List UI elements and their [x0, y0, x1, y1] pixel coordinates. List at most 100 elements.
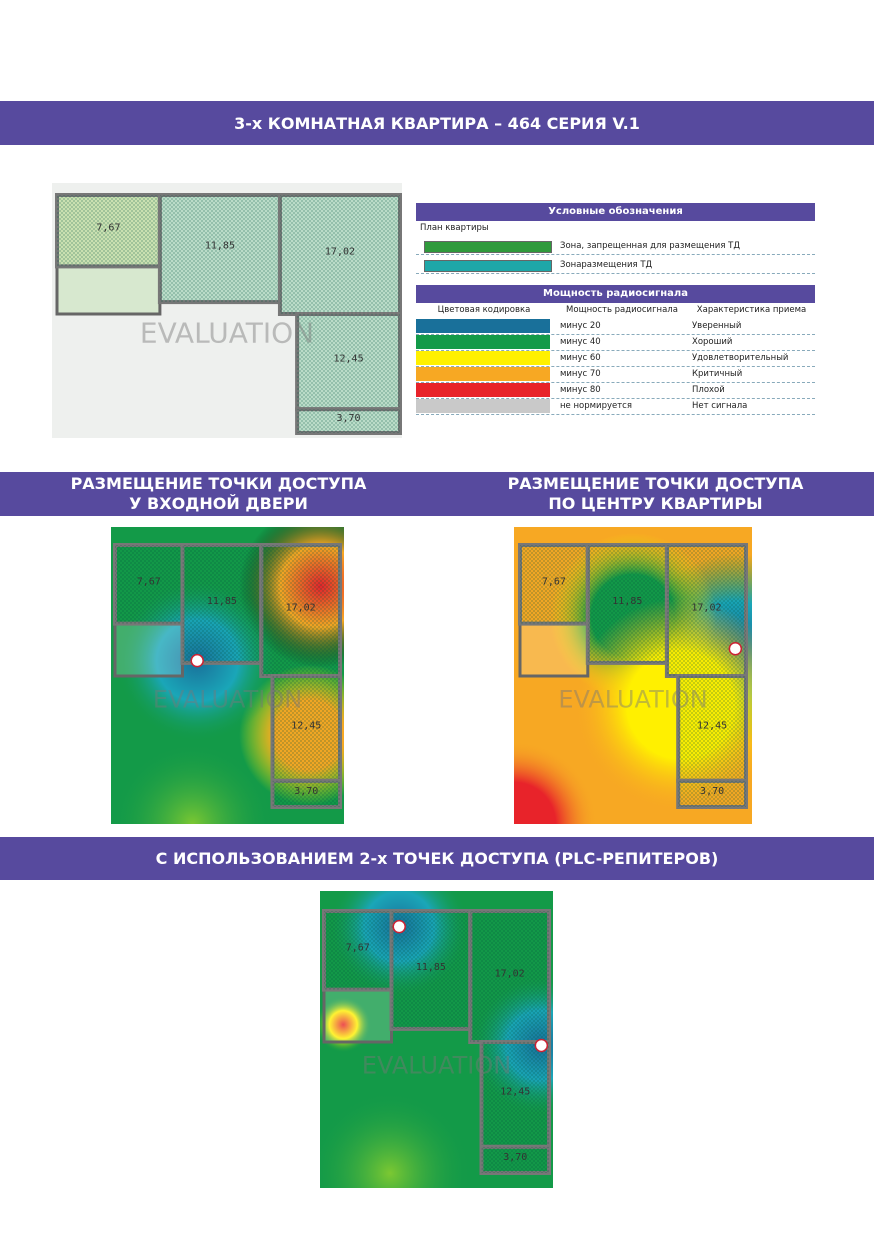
- heat-spot: [320, 996, 372, 1053]
- access-point: [728, 642, 743, 656]
- legend-swatch: [424, 260, 552, 272]
- heatmap: 7,67 11,85 17,02 12,45 3,70 EVALUATION: [320, 891, 553, 1188]
- power: не нормируется: [560, 401, 632, 411]
- title: С ИСПОЛЬЗОВАНИЕМ 2-х ТОЧЕК ДОСТУПА (PLC-…: [155, 849, 719, 868]
- color-swatch: [416, 383, 550, 397]
- quality: Хороший: [692, 337, 733, 347]
- legend-row: [416, 238, 815, 255]
- table-row: [416, 366, 815, 383]
- table-row: [416, 334, 815, 351]
- room-label: 7,67: [542, 576, 566, 587]
- room-label: 11,85: [207, 596, 237, 607]
- power: минус 40: [560, 337, 601, 347]
- quality: Удовлетворительный: [692, 353, 789, 363]
- watermark: EVALUATION: [140, 317, 314, 350]
- room-label: 11,85: [416, 962, 446, 973]
- legend-title: Условные обозначения: [416, 203, 815, 221]
- line: У ВХОДНОЙ ДВЕРИ: [129, 494, 308, 513]
- legend-plan: План квартиры: [420, 223, 489, 233]
- room-hatch: [115, 545, 183, 624]
- heat-spot: [514, 740, 598, 824]
- section-title: РАЗМЕЩЕНИЕ ТОЧКИ ДОСТУПА ПО ЦЕНТРУ КВАРТИ…: [437, 474, 874, 514]
- room-hatch: [261, 545, 340, 676]
- room-hatch: [159, 195, 280, 303]
- watermark: EVALUATION: [153, 685, 302, 713]
- heat-spot: [111, 742, 275, 824]
- floor-plan: 7,67 11,85 17,02 12,45 3,70 EVALUATION: [52, 183, 402, 438]
- color-swatch: [416, 399, 550, 413]
- room-label: 12,45: [500, 1086, 530, 1097]
- room-label: 17,02: [691, 603, 721, 614]
- room-hatch: [272, 676, 340, 781]
- quality: Плохой: [692, 385, 725, 395]
- color-swatch: [416, 335, 550, 349]
- room-hatch: [324, 911, 392, 990]
- access-point: [190, 653, 204, 668]
- room-label: 12,45: [697, 720, 727, 731]
- room-hatch: [182, 545, 262, 663]
- heat-spot: [320, 1091, 472, 1188]
- power: минус 60: [560, 353, 601, 363]
- room-hatch: [678, 676, 746, 781]
- room-label: 17,02: [325, 247, 355, 258]
- heatmap: 7,67 11,85 17,02 12,45 3,70 EVALUATION: [111, 527, 344, 824]
- table-row: [416, 350, 815, 367]
- room-label: 12,45: [291, 720, 321, 731]
- stairs: [518, 622, 590, 678]
- table-header: Мощность радиосигнала: [566, 305, 678, 315]
- signal-title: Мощность радиосигнала: [416, 285, 815, 303]
- room-label: 7,67: [346, 942, 370, 953]
- room-label: 3,70: [503, 1152, 527, 1163]
- room-label: 17,02: [495, 969, 525, 980]
- quality: Критичный: [692, 369, 743, 379]
- section-title: РАЗМЕЩЕНИЕ ТОЧКИ ДОСТУПА У ВХОДНОЙ ДВЕРИ: [0, 474, 437, 514]
- room-hatch: [470, 911, 549, 1042]
- stairs: [322, 988, 393, 1044]
- room-hatch: [279, 195, 400, 314]
- legend-label: Зонаразмещения ТД: [560, 260, 653, 270]
- quality: Нет сигнала: [692, 401, 748, 411]
- room-label: 3,70: [294, 786, 318, 797]
- line: ПО ЦЕНТРУ КВАРТИРЫ: [548, 494, 763, 513]
- heatmap: 7,67 11,85 17,02 12,45 3,70 EVALUATION: [514, 527, 752, 824]
- room-hatch: [520, 545, 588, 624]
- room-hatch: [678, 780, 746, 807]
- table-header: Характеристика приема: [696, 305, 807, 315]
- color-swatch: [416, 351, 550, 365]
- room-label: 7,67: [137, 576, 161, 587]
- line: РАЗМЕЩЕНИЕ ТОЧКИ ДОСТУПА: [507, 474, 804, 493]
- quality: Уверенный: [692, 321, 742, 331]
- room-hatch: [481, 1146, 549, 1173]
- legend-row: [416, 257, 815, 274]
- section-bar: С ИСПОЛЬЗОВАНИЕМ 2-х ТОЧЕК ДОСТУПА (PLC-…: [0, 837, 874, 880]
- room-label: 11,85: [205, 241, 235, 252]
- room-label: 7,67: [96, 223, 120, 234]
- room-hatch: [297, 409, 400, 433]
- room-hatch: [587, 545, 667, 663]
- header-bar: 3-х КОМНАТНАЯ КВАРТИРА – 464 СЕРИЯ V.1: [0, 101, 874, 145]
- table-row: [416, 318, 815, 335]
- table-row: [416, 382, 815, 399]
- room-hatch: [272, 780, 340, 807]
- legend-label: Зона, запрещенная для размещения ТД: [560, 241, 740, 251]
- room-hatch: [481, 1042, 549, 1147]
- watermark: EVALUATION: [558, 685, 707, 713]
- legend-swatch: [424, 241, 552, 253]
- access-point: [534, 1038, 549, 1053]
- room-label: 12,45: [333, 354, 363, 365]
- power: минус 70: [560, 369, 601, 379]
- line: РАЗМЕЩЕНИЕ ТОЧКИ ДОСТУПА: [70, 474, 367, 493]
- section-bar: РАЗМЕЩЕНИЕ ТОЧКИ ДОСТУПА У ВХОДНОЙ ДВЕРИ …: [0, 472, 874, 516]
- table-row: [416, 398, 815, 415]
- title: 3-х КОМНАТНАЯ КВАРТИРА – 464 СЕРИЯ V.1: [234, 113, 640, 133]
- color-swatch: [416, 319, 550, 333]
- power: минус 20: [560, 321, 601, 331]
- room-hatch: [297, 314, 400, 410]
- access-point: [392, 919, 406, 934]
- room-label: 17,02: [286, 603, 316, 614]
- watermark: EVALUATION: [362, 1051, 511, 1079]
- room-label: 3,70: [700, 786, 724, 797]
- color-swatch: [416, 367, 550, 381]
- room-label: 11,85: [612, 596, 642, 607]
